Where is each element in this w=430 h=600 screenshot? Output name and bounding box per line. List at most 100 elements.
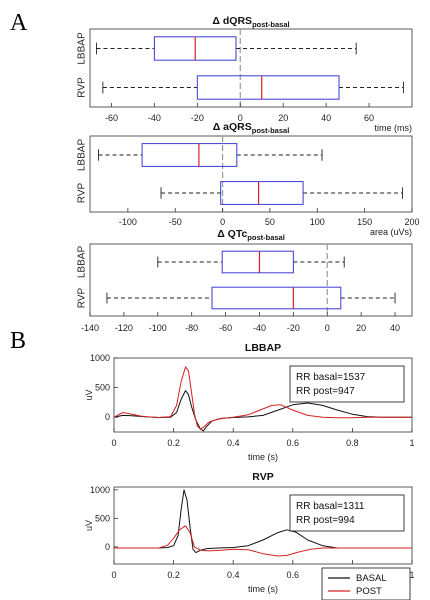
x-tick-label: 40 <box>321 113 331 123</box>
box-rvp: RVP <box>77 286 396 310</box>
chart-title: Δ QTcpost-basal <box>217 228 285 242</box>
x-tick-label: 0.8 <box>346 438 359 448</box>
y-tick-label: 1000 <box>90 353 110 363</box>
x-tick-label: 0.6 <box>287 570 300 580</box>
iqr-box <box>220 181 304 205</box>
plot-frame <box>113 357 413 433</box>
x-tick-label: 0.4 <box>227 570 240 580</box>
box-lbbap: LBBAP <box>77 139 323 172</box>
x-tick-label: -20 <box>191 113 204 123</box>
x-tick-label: -60 <box>105 113 118 123</box>
x-tick-label: 0.4 <box>227 438 240 448</box>
x-tick-label: 0 <box>111 438 116 448</box>
plot-frame <box>89 135 413 213</box>
y-tick-label: 1000 <box>90 485 110 495</box>
x-tick-label: -20 <box>287 323 300 333</box>
chart-title-main: Δ aQRS <box>213 121 252 133</box>
chart-4: LBBAP 0 0.2 0.4 0.6 0.8 1 0 500 1000 time (s) uV RR … <box>84 342 415 462</box>
panel-letter-b: B <box>10 328 26 354</box>
iqr-box <box>196 75 340 100</box>
x-axis-label: time (s) <box>248 584 278 594</box>
plot-frame <box>89 243 413 317</box>
x-tick-label: -60 <box>219 323 232 333</box>
chart-3: Δ QTcpost-basal -140 -120 -100 -80 -60 -40 -20 0… <box>77 228 413 333</box>
annotation-box <box>289 494 405 532</box>
rr-annotation: RR basal=1311 RR post=994 <box>289 494 405 532</box>
y-axis-label: uV <box>84 520 94 531</box>
box-lbbap: LBBAP <box>77 246 345 279</box>
annotation-box <box>289 365 405 403</box>
x-tick-label: 0 <box>111 570 116 580</box>
annotation-line: RR post=947 <box>296 386 355 397</box>
box-lbbap: LBBAP <box>77 32 357 65</box>
annotation-line: RR post=994 <box>296 515 355 526</box>
x-tick-label: 0 <box>238 113 243 123</box>
x-tick-label: 100 <box>310 217 325 227</box>
legend-label-basal: BASAL <box>356 573 387 584</box>
x-axis-label: area (uVs) <box>370 227 412 237</box>
category-label: RVP <box>77 287 88 308</box>
y-tick-label: 500 <box>95 513 110 523</box>
x-tick-label: 0 <box>325 323 330 333</box>
x-tick-label: 60 <box>364 113 374 123</box>
x-tick-label: 40 <box>390 323 400 333</box>
category-label: LBBAP <box>77 139 88 172</box>
x-tick-label: 0.2 <box>167 438 180 448</box>
plot-frame <box>113 486 413 565</box>
series-line-post <box>114 525 412 557</box>
chart-2: Δ aQRSpost-basal -100 -50 0 50 100 150 200area … <box>77 121 420 237</box>
legend-box <box>321 567 411 600</box>
y-tick-label: 0 <box>105 542 110 552</box>
legend-label-post: POST <box>356 586 382 597</box>
x-tick-label: 0.2 <box>167 570 180 580</box>
series-line-post <box>113 366 412 430</box>
chart-title-subscript: post-basal <box>252 126 290 135</box>
legend: BASAL POST <box>321 567 411 600</box>
x-tick-label: -140 <box>81 323 99 333</box>
iqr-box <box>221 250 294 274</box>
category-label: RVP <box>77 77 88 98</box>
x-tick-label: 50 <box>265 217 275 227</box>
x-tick-label: 0.6 <box>287 438 300 448</box>
chart-title-subscript: post-basal <box>247 233 285 242</box>
iqr-box <box>141 143 238 167</box>
chart-title: Δ dQRSpost-basal <box>212 15 289 29</box>
x-tick-label: -40 <box>253 323 266 333</box>
annotation-line: RR basal=1537 <box>296 372 366 383</box>
category-label: RVP <box>77 182 88 203</box>
box-rvp: RVP <box>77 181 403 205</box>
x-tick-label: 1 <box>409 438 414 448</box>
x-tick-label: 150 <box>357 217 372 227</box>
rr-annotation: RR basal=1537 RR post=947 <box>289 365 405 403</box>
x-tick-label: 0 <box>220 217 225 227</box>
y-axis-label: uV <box>84 389 94 400</box>
box-rvp: RVP <box>77 75 404 100</box>
x-tick-label: -100 <box>119 217 137 227</box>
x-tick-label: 20 <box>356 323 366 333</box>
y-tick-label: 500 <box>95 383 110 393</box>
x-tick-label: 1 <box>409 570 414 580</box>
iqr-box <box>211 286 342 310</box>
chart-title-main: Δ QTc <box>217 228 247 240</box>
x-tick-label: 200 <box>404 217 419 227</box>
plot-frame <box>89 28 413 108</box>
x-axis-label: time (s) <box>248 452 278 462</box>
x-axis-label: time (ms) <box>375 123 413 133</box>
y-tick-label: 0 <box>105 412 110 422</box>
x-tick-label: -100 <box>149 323 167 333</box>
series-line-basal <box>114 489 412 554</box>
x-tick-label: 20 <box>278 113 288 123</box>
panel-letter-a: A <box>10 10 28 36</box>
category-label: LBBAP <box>77 246 88 279</box>
chart-title: Δ aQRSpost-basal <box>213 121 290 135</box>
chart-title-subscript: post-basal <box>252 20 290 29</box>
category-label: LBBAP <box>77 32 88 65</box>
x-tick-label: -50 <box>169 217 182 227</box>
x-tick-label: -40 <box>148 113 161 123</box>
chart-title: LBBAP <box>245 342 281 354</box>
annotation-line: RR basal=1311 <box>296 501 365 512</box>
